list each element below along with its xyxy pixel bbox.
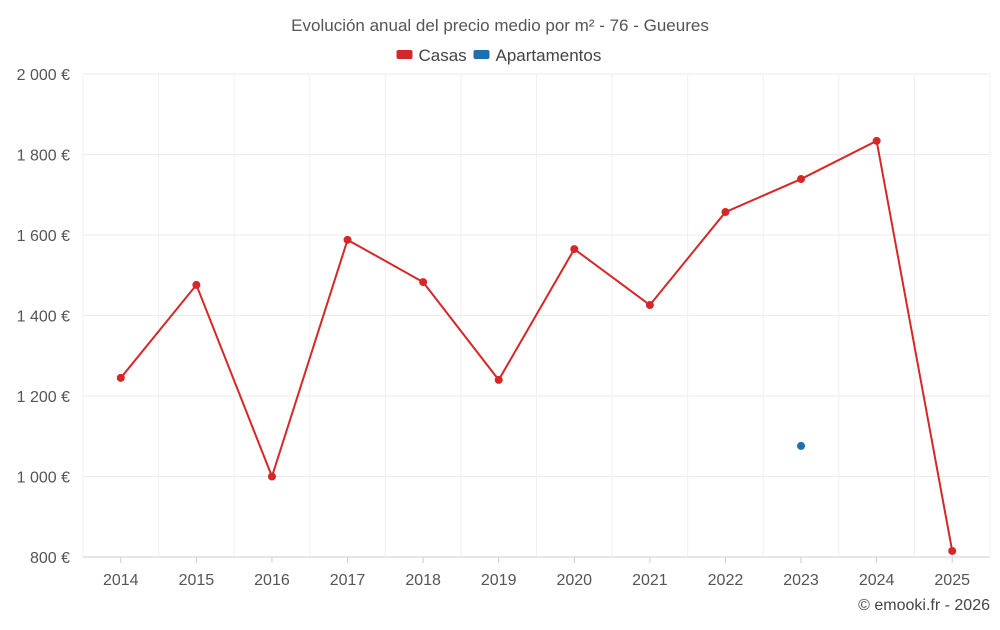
x-axis: 2014 2015 2016 2017 2018 2019 2020 2021 2022 2023… (103, 557, 970, 589)
x-tick-label: 2025 (934, 572, 970, 589)
x-tick-label: 2016 (254, 572, 290, 589)
legend-label-casas: Casas (419, 46, 467, 65)
data-point-casas (494, 375, 503, 384)
x-tick-label: 2021 (632, 572, 668, 589)
y-tick-label: 1 600 € (17, 228, 70, 245)
data-point-casas (721, 208, 730, 217)
x-tick-label: 2023 (783, 572, 819, 589)
data-point-casas (267, 472, 276, 481)
x-tick-label: 2020 (556, 572, 592, 589)
legend-swatch-casas (396, 50, 413, 59)
x-tick-label: 2014 (103, 572, 139, 589)
legend-label-apartamentos: Apartamentos (496, 46, 602, 65)
y-tick-label: 1 200 € (17, 389, 70, 406)
x-tick-label: 2022 (708, 572, 744, 589)
data-point-casas (645, 301, 654, 310)
x-tick-label: 2024 (859, 572, 895, 589)
legend-swatch-apartamentos (473, 50, 490, 59)
x-tick-label: 2015 (179, 572, 215, 589)
data-point-casas (872, 136, 881, 145)
data-point-casas (116, 373, 125, 382)
data-point-casas (419, 278, 428, 287)
y-tick-label: 2 000 € (17, 67, 70, 84)
y-axis: 800 € 1 000 € 1 200 € 1 400 € 1 600 € 1 800 €… (17, 67, 70, 567)
credit-text: © emooki.fr - 2026 (858, 597, 990, 614)
data-point-casas (797, 175, 806, 184)
x-tick-label: 2019 (481, 572, 517, 589)
series-layer (116, 136, 957, 555)
x-tick-label: 2017 (330, 572, 366, 589)
chart-title: Evolución anual del precio medio por m² … (291, 16, 709, 35)
data-point-casas (948, 546, 957, 555)
data-point-casas (570, 245, 579, 254)
y-tick-label: 800 € (30, 550, 70, 567)
data-point-apartamentos (797, 441, 806, 450)
data-point-casas (343, 235, 352, 244)
x-tick-label: 2018 (405, 572, 441, 589)
data-point-casas (192, 280, 201, 289)
y-tick-label: 1 400 € (17, 309, 70, 326)
series-line-casas (120, 139, 954, 552)
y-tick-label: 1 000 € (17, 470, 70, 487)
y-tick-label: 1 800 € (17, 148, 70, 165)
legend: Casas Apartamentos (396, 46, 602, 65)
